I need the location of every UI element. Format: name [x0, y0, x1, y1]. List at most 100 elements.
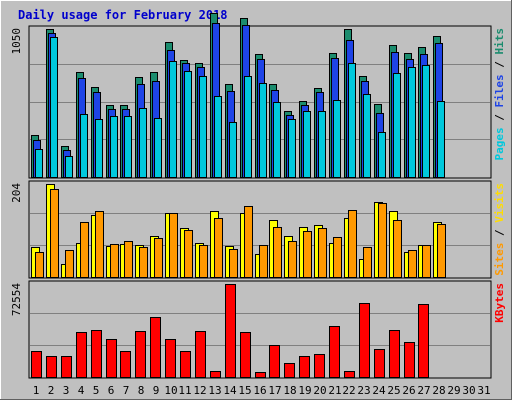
- bar-kbytes-day-21: [329, 326, 340, 378]
- bar-pages-day-5: [95, 119, 103, 178]
- x-tick-label-day-2: 2: [48, 384, 55, 397]
- series-legend-top: Pages / Files / Hits: [493, 28, 506, 161]
- ymax-label-middle: 204: [10, 183, 23, 203]
- bar-kbytes-day-11: [180, 351, 191, 378]
- legend-entry-top-1: /: [493, 108, 506, 128]
- bar-pages-day-11: [184, 71, 192, 178]
- x-tick-label-day-23: 23: [357, 384, 370, 397]
- bar-pages-day-28: [437, 101, 445, 178]
- bar-pages-day-27: [422, 65, 430, 178]
- bar-pages-day-13: [214, 96, 222, 178]
- legend-entry-top-4: Hits: [493, 28, 506, 55]
- bar-sites-day-10: [169, 213, 178, 278]
- bar-sites-day-22: [348, 210, 357, 278]
- bar-pages-day-16: [259, 83, 267, 178]
- bar-sites-day-2: [50, 189, 59, 278]
- panel-middle: 204 Sites / Visits: [10, 180, 506, 279]
- series-pages: [35, 37, 445, 178]
- legend-entry-middle-1: /: [493, 223, 506, 243]
- bar-pages-day-6: [110, 116, 118, 178]
- bar-kbytes-day-22: [344, 371, 355, 378]
- series-sites: [35, 189, 446, 278]
- panel-bottom: 72554 KBytes: [10, 280, 506, 379]
- bar-kbytes-day-10: [165, 339, 176, 378]
- x-tick-label-day-17: 17: [268, 384, 281, 397]
- bar-pages-day-26: [408, 67, 416, 178]
- bar-pages-day-14: [229, 122, 237, 178]
- bar-kbytes-day-20: [314, 354, 325, 378]
- x-tick-label-day-12: 12: [193, 384, 206, 397]
- bar-sites-day-5: [95, 211, 104, 278]
- x-tick-label-day-11: 11: [178, 384, 191, 397]
- bar-pages-day-20: [318, 111, 326, 178]
- bar-sites-day-20: [318, 228, 327, 278]
- x-tick-label-day-13: 13: [208, 384, 221, 397]
- bar-sites-day-13: [214, 218, 223, 278]
- legend-entry-top-3: /: [493, 55, 506, 75]
- bar-pages-day-19: [303, 111, 311, 178]
- bar-sites-day-26: [408, 250, 417, 278]
- bar-pages-day-21: [333, 100, 341, 178]
- bar-kbytes-day-19: [299, 356, 310, 378]
- x-tick-label-day-4: 4: [78, 384, 85, 397]
- chart-panels: 1050 Pages / Files / Hits 204 Sites / Visit…: [10, 13, 506, 379]
- x-tick-label-day-9: 9: [153, 384, 160, 397]
- bar-sites-day-28: [437, 224, 446, 278]
- bar-kbytes-day-7: [120, 351, 131, 378]
- x-tick-label-day-20: 20: [313, 384, 326, 397]
- bar-sites-day-17: [273, 227, 282, 278]
- legend-entry-bottom-0: KBytes: [493, 283, 506, 323]
- bar-sites-day-12: [199, 245, 208, 278]
- bar-kbytes-day-18: [284, 363, 295, 378]
- x-tick-label-day-26: 26: [402, 384, 415, 397]
- bar-sites-day-24: [378, 203, 387, 278]
- bar-kbytes-day-1: [31, 351, 42, 378]
- x-tick-label-day-21: 21: [328, 384, 341, 397]
- x-tick-label-day-10: 10: [164, 384, 177, 397]
- legend-entry-top-2: Files: [493, 74, 506, 107]
- bar-pages-day-2: [50, 37, 58, 178]
- x-tick-label-day-6: 6: [108, 384, 115, 397]
- bar-kbytes-day-4: [76, 332, 87, 378]
- x-tick-label-day-15: 15: [238, 384, 251, 397]
- bar-kbytes-day-15: [240, 332, 251, 378]
- bar-pages-day-17: [273, 102, 281, 178]
- bar-sites-day-16: [259, 245, 268, 278]
- bar-pages-day-4: [80, 114, 88, 178]
- bar-pages-day-23: [363, 94, 371, 178]
- bar-sites-day-27: [422, 245, 431, 278]
- bar-kbytes-day-9: [150, 317, 161, 378]
- bar-pages-day-9: [154, 118, 162, 178]
- bar-sites-day-23: [363, 247, 372, 278]
- bar-kbytes-day-2: [46, 356, 57, 378]
- bar-sites-day-21: [333, 237, 342, 278]
- bar-kbytes-day-23: [359, 303, 370, 378]
- bar-kbytes-day-26: [404, 342, 415, 378]
- x-tick-label-day-7: 7: [123, 384, 130, 397]
- bar-sites-day-25: [393, 220, 402, 278]
- x-tick-label-day-22: 22: [342, 384, 355, 397]
- x-tick-label-day-31: 31: [477, 384, 490, 397]
- bar-sites-day-7: [124, 241, 133, 278]
- bar-sites-day-1: [35, 252, 44, 278]
- legend-entry-middle-0: Sites: [493, 243, 506, 276]
- ymax-label-top: 1050: [10, 28, 23, 55]
- x-tick-label-day-14: 14: [223, 384, 237, 397]
- bar-pages-day-15: [244, 76, 252, 178]
- bar-pages-day-8: [139, 108, 147, 178]
- x-tick-label-day-28: 28: [432, 384, 445, 397]
- x-tick-label-day-16: 16: [253, 384, 266, 397]
- bar-pages-day-10: [169, 61, 177, 178]
- x-tick-labels: 1 2 3 4 5 6 7 8 9 10 11 12 13 14 15 16 17 18 19 20 21 22 23 24 2…: [33, 384, 491, 397]
- x-tick-label-day-24: 24: [372, 384, 386, 397]
- bar-sites-day-6: [110, 244, 119, 278]
- bar-kbytes-day-13: [210, 371, 221, 378]
- series-kbytes: [31, 284, 429, 378]
- x-tick-label-day-30: 30: [462, 384, 475, 397]
- bar-pages-day-24: [378, 132, 386, 178]
- bar-pages-day-7: [124, 116, 132, 178]
- bar-pages-day-1: [35, 149, 43, 178]
- bar-kbytes-day-16: [255, 372, 266, 378]
